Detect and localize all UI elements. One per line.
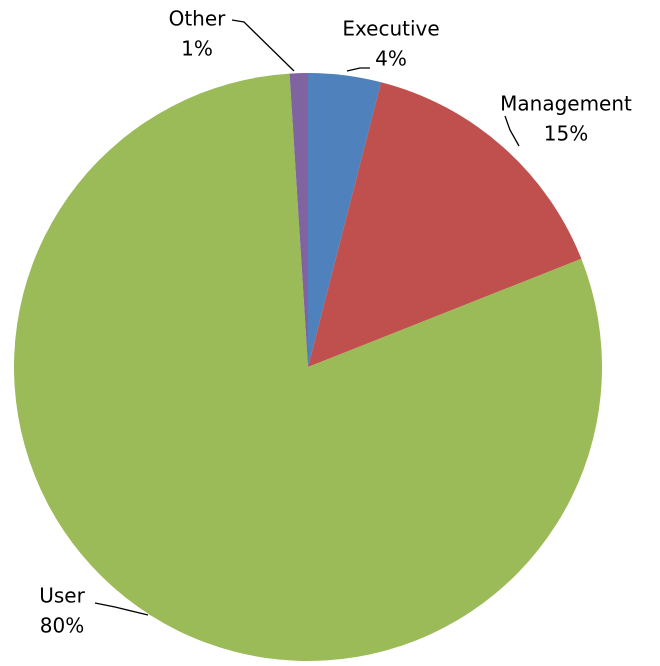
pie-slice <box>13 73 603 662</box>
pie-slice <box>308 82 582 368</box>
value-label: 1% <box>181 37 213 61</box>
value-label: 4% <box>375 47 407 71</box>
pie-slice <box>289 73 308 367</box>
value-label: 80% <box>40 614 84 638</box>
leader-line <box>346 67 370 72</box>
value-label: 15% <box>544 122 588 146</box>
category-label: Executive <box>342 17 439 41</box>
category-label: User <box>39 584 85 608</box>
category-label: Other <box>169 7 227 31</box>
leader-line <box>504 115 520 147</box>
category-label: Management <box>500 92 632 116</box>
leader-line <box>94 602 149 616</box>
leader-line <box>231 19 295 72</box>
pie-slice <box>308 73 382 367</box>
